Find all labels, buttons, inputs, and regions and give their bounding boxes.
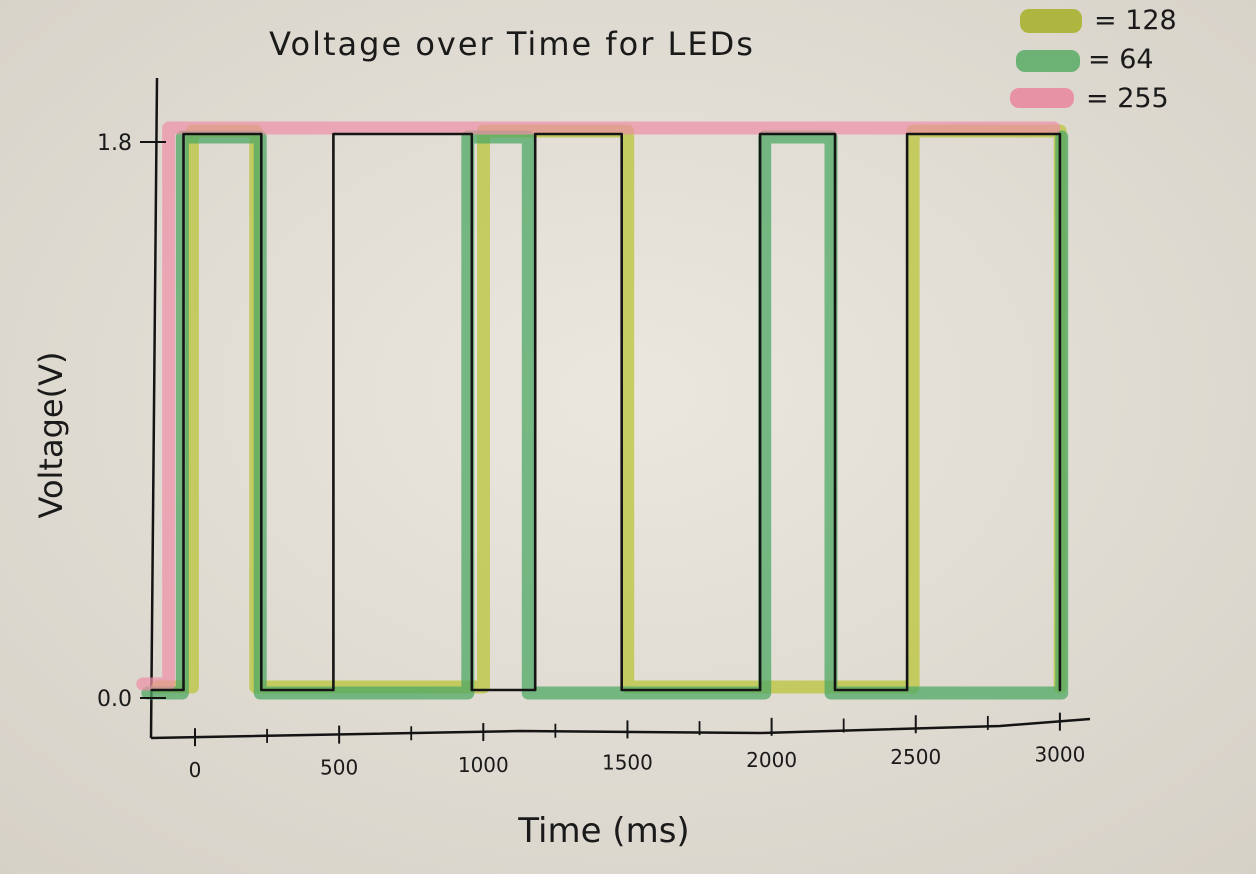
series-line-3 [150, 132, 1062, 692]
x-tick-label-0: 0 [189, 758, 202, 782]
y-tick-label-0: 0.0 [97, 687, 132, 712]
y-axis-line [149, 77, 159, 739]
legend-label-128: = 128 [1094, 5, 1177, 36]
legend-swatch-255 [1010, 88, 1074, 108]
legend-label-64: = 64 [1088, 44, 1154, 75]
x-tick-label-4: 2000 [746, 748, 797, 772]
x-tick-label-3: 1500 [602, 750, 653, 774]
x-tick-label-6: 3000 [1034, 743, 1085, 767]
y-ticks: 0.0 1.8 [97, 131, 166, 712]
series-layer [136, 121, 1069, 700]
legend-label-255: = 255 [1086, 83, 1169, 114]
y-tick-label-1: 1.8 [97, 131, 132, 156]
chart-title: Voltage over Time for LEDs [269, 25, 755, 63]
x-axis-line [150, 717, 1091, 740]
x-axis-label: Time (ms) [517, 811, 689, 851]
series-line-1 [141, 130, 1069, 700]
y-axis-label: Voltage(V) [32, 352, 70, 519]
series-line-2 [136, 121, 1061, 691]
x-ticks: 0 500 1000 1500 2000 2500 3000 [189, 712, 1085, 782]
x-tick-label-1: 500 [320, 756, 358, 780]
legend: = 128 = 64 = 255 [1010, 5, 1177, 114]
legend-swatch-64 [1016, 50, 1080, 72]
x-tick-label-5: 2500 [890, 745, 941, 769]
legend-swatch-128 [1020, 9, 1082, 33]
x-tick-label-2: 1000 [458, 753, 509, 777]
